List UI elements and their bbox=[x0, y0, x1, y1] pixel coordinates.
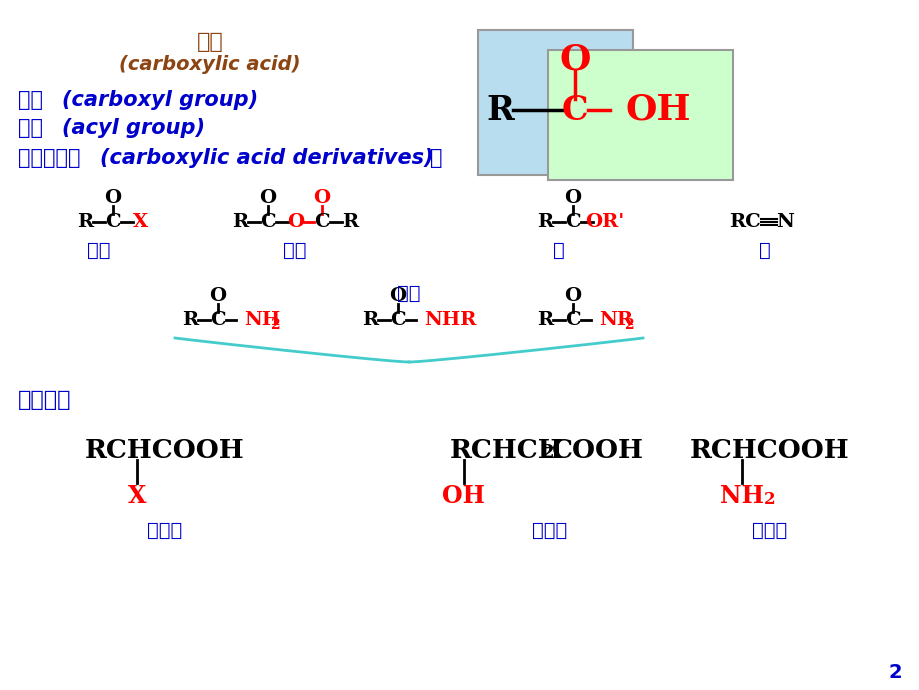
Text: (acyl group): (acyl group) bbox=[62, 118, 205, 138]
Text: O: O bbox=[259, 189, 277, 207]
Text: R: R bbox=[361, 311, 378, 329]
Text: 氨基酸: 氨基酸 bbox=[752, 520, 787, 540]
Text: 酰卤: 酰卤 bbox=[87, 241, 110, 259]
Text: 2: 2 bbox=[269, 318, 279, 332]
Text: O: O bbox=[313, 189, 330, 207]
Text: (carboxylic acid derivatives): (carboxylic acid derivatives) bbox=[100, 148, 433, 168]
Text: RC: RC bbox=[729, 213, 760, 231]
Text: RCHCH: RCHCH bbox=[449, 437, 563, 462]
Text: O: O bbox=[287, 213, 304, 231]
Text: R: R bbox=[537, 311, 552, 329]
Text: R: R bbox=[485, 94, 514, 126]
Text: 腈: 腈 bbox=[758, 241, 770, 259]
Text: 羧酸: 羧酸 bbox=[197, 32, 223, 52]
Text: 酸酐: 酸酐 bbox=[283, 241, 306, 259]
Text: 酰胺: 酰胺 bbox=[397, 284, 420, 302]
Text: R: R bbox=[232, 213, 248, 231]
Text: OR': OR' bbox=[584, 213, 624, 231]
Text: C: C bbox=[390, 311, 405, 329]
Text: 卤代酸: 卤代酸 bbox=[147, 520, 183, 540]
Text: X: X bbox=[128, 484, 146, 508]
Text: R: R bbox=[182, 311, 198, 329]
Text: 取代酸：: 取代酸： bbox=[18, 390, 72, 410]
Text: 2: 2 bbox=[763, 491, 775, 509]
Text: X: X bbox=[133, 213, 149, 231]
Text: R: R bbox=[342, 213, 357, 231]
Text: (carboxylic acid): (carboxylic acid) bbox=[119, 55, 301, 75]
Text: (carboxyl group): (carboxyl group) bbox=[62, 90, 258, 110]
Text: NHR: NHR bbox=[424, 311, 476, 329]
Text: 酯: 酯 bbox=[552, 241, 564, 259]
Text: O: O bbox=[564, 189, 581, 207]
Text: O: O bbox=[105, 189, 121, 207]
Text: NH: NH bbox=[720, 484, 763, 508]
Text: O: O bbox=[564, 287, 581, 305]
Bar bbox=[548, 50, 732, 180]
Text: C: C bbox=[260, 213, 276, 231]
Text: C: C bbox=[105, 213, 120, 231]
Text: O: O bbox=[389, 287, 406, 305]
Text: 2: 2 bbox=[541, 444, 554, 462]
Text: 羟基酸: 羟基酸 bbox=[532, 520, 567, 540]
Text: 羧酸衍生物: 羧酸衍生物 bbox=[18, 148, 81, 168]
Text: NH: NH bbox=[244, 311, 280, 329]
Text: N: N bbox=[776, 213, 793, 231]
Text: RCHCOOH: RCHCOOH bbox=[85, 437, 244, 462]
Text: R: R bbox=[77, 213, 93, 231]
Text: O: O bbox=[210, 287, 226, 305]
Text: OH: OH bbox=[442, 484, 485, 508]
Text: C: C bbox=[210, 311, 225, 329]
Text: 2: 2 bbox=[623, 318, 633, 332]
Text: C: C bbox=[564, 311, 580, 329]
Text: C: C bbox=[562, 94, 587, 126]
Text: 酰基: 酰基 bbox=[18, 118, 43, 138]
Text: RCHCOOH: RCHCOOH bbox=[689, 437, 849, 462]
Text: C: C bbox=[314, 213, 329, 231]
Text: ：: ： bbox=[429, 148, 442, 168]
Text: 羧基: 羧基 bbox=[18, 90, 43, 110]
Text: NR: NR bbox=[598, 311, 632, 329]
Text: C: C bbox=[564, 213, 580, 231]
Text: O: O bbox=[559, 43, 590, 77]
Text: COOH: COOH bbox=[551, 437, 643, 462]
Text: R: R bbox=[537, 213, 552, 231]
Text: OH: OH bbox=[625, 93, 690, 127]
Bar bbox=[478, 30, 632, 175]
Text: 2: 2 bbox=[887, 662, 901, 682]
